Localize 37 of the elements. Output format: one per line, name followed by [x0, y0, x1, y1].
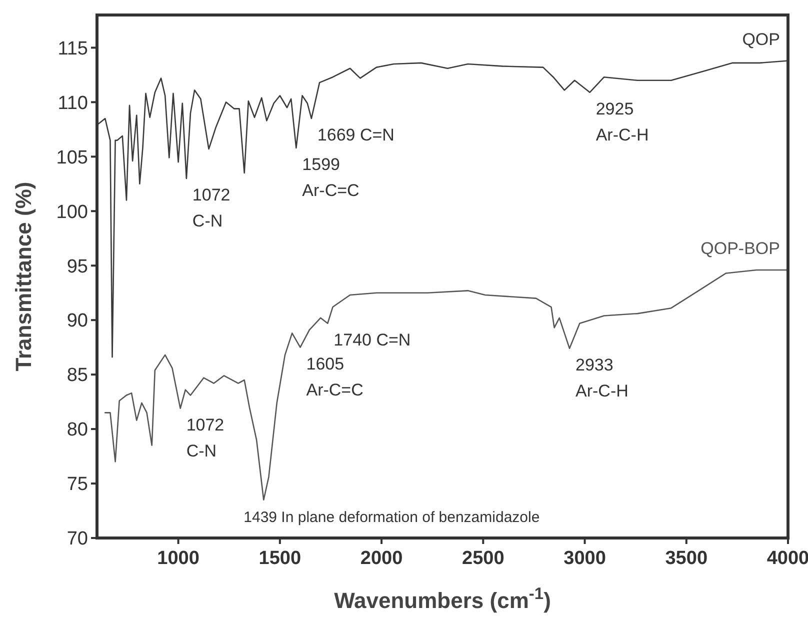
annotation: 1439 In plane deformation of benzamidazole: [244, 508, 540, 526]
y-tick-label: 75: [66, 474, 88, 496]
annotation: 2925: [596, 99, 634, 118]
annotation: 1072: [186, 415, 224, 434]
annotation: Ar-C=C: [302, 180, 360, 200]
annotation: 1599: [302, 154, 340, 174]
y-axis-title: Transmittance (%): [11, 182, 36, 372]
annotation: 1605: [306, 354, 344, 374]
x-axis-title: Wavenumbers (cm$^{-1}$): [334, 585, 551, 613]
annotation: 1669 C=N: [317, 126, 394, 145]
annotation: 2933: [576, 355, 614, 374]
annotation: C-N: [186, 441, 217, 460]
annotation: 1072: [192, 185, 230, 204]
x-tick-label: 4000: [766, 548, 808, 569]
y-tick-label: 115: [58, 38, 88, 60]
annotation: Ar-C=C: [306, 380, 364, 400]
x-tick-label: 2500: [462, 548, 504, 569]
y-tick-label: 110: [58, 92, 88, 114]
annotation: Ar-C-H: [576, 381, 628, 400]
y-tick-label: 105: [56, 147, 88, 168]
series-label: QOP: [742, 30, 780, 49]
annotation: Ar-C-H: [596, 125, 649, 144]
y-tick-label: 70: [66, 528, 88, 550]
y-tick-label: 80: [66, 420, 88, 441]
series-label: QOP-BOP: [700, 238, 780, 258]
annotation: 1740 C=N: [334, 330, 411, 350]
line-series: [104, 269, 789, 501]
x-tick-label: 3500: [665, 548, 708, 569]
y-tick-label: 85: [66, 365, 88, 386]
x-tick-label: 1000: [157, 548, 200, 569]
x-tick-label: 3000: [564, 548, 606, 569]
annotation: C-N: [192, 211, 223, 230]
y-tick-label: 90: [66, 310, 88, 332]
y-tick-label: 100: [56, 202, 88, 223]
x-tick-label: 2000: [360, 548, 403, 569]
x-tick-label: 1500: [258, 548, 302, 569]
y-tick-label: 95: [66, 256, 88, 278]
